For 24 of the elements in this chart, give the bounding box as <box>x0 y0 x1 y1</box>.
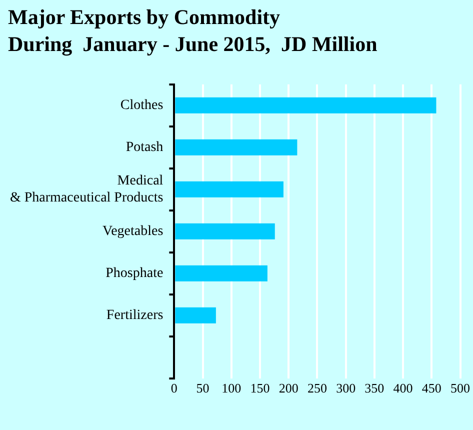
x-tick-label: 150 <box>250 380 270 396</box>
x-tick-label: 250 <box>307 380 327 396</box>
bar <box>175 97 436 114</box>
y-tick-label: Clothes <box>120 98 164 114</box>
bar <box>175 307 216 324</box>
x-tick-label: 500 <box>450 380 470 396</box>
bar <box>175 139 298 156</box>
y-tick-label: Potash <box>126 140 164 156</box>
chart-title: Major Exports by Commodity During January - June 2015, JD Million <box>8 4 378 58</box>
y-tick-label: Medical & Pharmaceutical Products <box>10 174 164 206</box>
x-tick-label: 450 <box>422 380 442 396</box>
x-tick-label: 300 <box>336 380 356 396</box>
bar <box>175 181 284 198</box>
y-tick-label: Fertilizers <box>106 308 164 324</box>
bar <box>175 223 275 240</box>
y-tick-label: Vegetables <box>102 224 164 240</box>
bar <box>175 265 268 282</box>
x-tick-label: 400 <box>393 380 413 396</box>
x-tick-label: 350 <box>364 380 384 396</box>
x-tick-label: 100 <box>222 380 242 396</box>
x-tick-label: 200 <box>278 380 298 396</box>
x-tick-label: 50 <box>196 380 210 396</box>
y-tick-label: Phosphate <box>106 266 164 282</box>
x-tick-label: 0 <box>170 380 178 396</box>
